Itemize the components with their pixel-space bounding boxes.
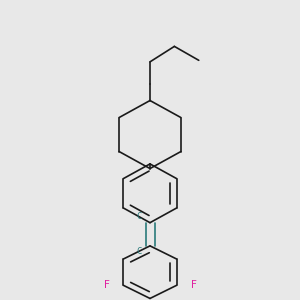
Text: F: F [103,280,109,290]
Text: F: F [190,280,196,290]
Text: C: C [136,212,141,221]
Text: C: C [136,248,141,256]
